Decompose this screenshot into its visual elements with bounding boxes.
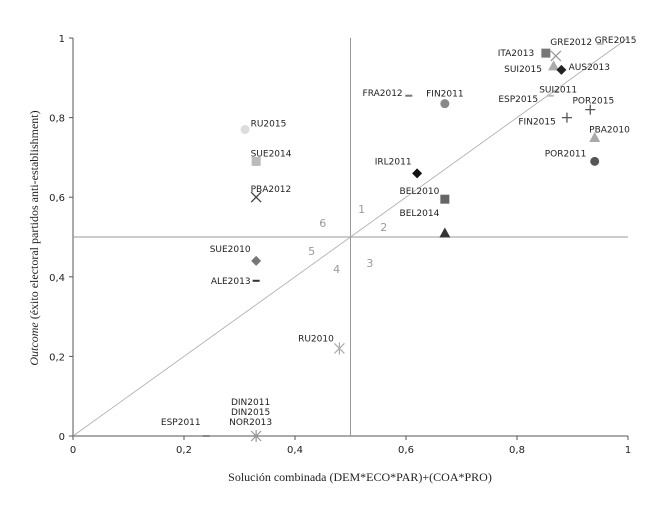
- data-point-star: [333, 342, 345, 355]
- data-point-label: SUI2011: [539, 86, 577, 96]
- x-axis-title: Solución combinada (DEM*ECO*PAR)+(COA*PR…: [228, 470, 492, 484]
- data-point-label: PBA2012: [251, 185, 292, 195]
- data-point-label: BEL2010: [400, 187, 440, 197]
- y-tick-label: 0,6: [49, 193, 65, 204]
- quadrant-number: 3: [366, 257, 373, 270]
- data-point-label: AUS2013: [569, 63, 610, 73]
- y-tick-label: 0,2: [49, 352, 65, 363]
- y-axis-title: Outcome (éxito electoral partidos anti-e…: [27, 110, 41, 365]
- data-point-label: SUI2015: [504, 65, 542, 75]
- data-point-dash: [405, 94, 413, 97]
- data-point-triangle: [589, 132, 601, 142]
- y-tick-label: 1: [59, 34, 65, 45]
- data-point-label: FIN2011: [426, 90, 463, 100]
- data-point-dash: [252, 279, 260, 282]
- data-point-dash: [202, 435, 210, 437]
- data-point-label: ITA2013: [498, 49, 535, 59]
- data-point-square: [251, 156, 261, 166]
- data-point-label: ESP2011: [161, 418, 201, 428]
- data-point-label: POR2015: [573, 96, 615, 106]
- quadrant-number: 2: [380, 221, 387, 234]
- data-point-triangle: [548, 60, 560, 71]
- data-point-label: PBA2010: [589, 126, 630, 136]
- y-tick-label: 0: [59, 432, 65, 443]
- data-point-dash: [596, 42, 604, 45]
- data-point-label: DIN2015: [231, 408, 270, 418]
- data-point-label: POR2011: [545, 149, 587, 159]
- quadrant-number: 6: [319, 217, 326, 230]
- data-point-triangle: [439, 227, 451, 238]
- x-tick-label: 0,6: [398, 445, 414, 456]
- data-point-label: RU2015: [251, 120, 287, 130]
- data-point-plus: [561, 112, 572, 123]
- data-point-label: GRE2015: [595, 36, 637, 46]
- data-point-diamond: [412, 168, 423, 179]
- data-point-label: SUE2014: [251, 149, 292, 159]
- quadrant-number: 1: [358, 203, 365, 216]
- data-point-label: FIN2015: [518, 118, 555, 128]
- data-point-label: IRL2011: [375, 157, 412, 167]
- data-point-diamond: [556, 64, 567, 75]
- y-axis-title-italic: Outcome: [27, 322, 41, 366]
- data-point-diamond: [251, 255, 262, 266]
- data-point-label: FRA2012: [363, 89, 403, 99]
- data-point-circle: [590, 156, 600, 166]
- data-point-label: BEL2014: [400, 209, 440, 219]
- data-point-x: [250, 191, 262, 203]
- data-point-label: ALE2013: [211, 277, 251, 287]
- data-point-dash: [552, 90, 560, 93]
- diagonal-line: [72, 37, 629, 437]
- data-point-star: [250, 430, 262, 442]
- x-tick-label: 0,4: [287, 445, 303, 456]
- quadrant-number: 5: [308, 245, 315, 258]
- data-point-square: [440, 194, 450, 204]
- data-point-circle: [440, 99, 450, 109]
- axes: 0 0,2 0,4 0,6 0,8 1 0 0,2 0,4 0,6 0,8 1 1 2 3 4 5 6: [49, 34, 631, 456]
- y-tick-label: 0,8: [49, 114, 65, 125]
- x-tick-label: 0,2: [176, 445, 192, 456]
- y-tick-label: 0,4: [49, 273, 65, 284]
- data-point-label: SUE2010: [210, 245, 251, 255]
- x-tick-label: 1: [625, 445, 631, 456]
- data-point-dash: [546, 94, 554, 97]
- data-point-circle: [240, 125, 250, 135]
- data-point-label: DIN2011: [231, 398, 270, 408]
- data-point-plus: [585, 104, 596, 115]
- data-point-label: GRE2012: [550, 38, 592, 48]
- data-point-square: [541, 48, 551, 58]
- x-tick-label: 0: [70, 445, 76, 456]
- data-point-label: ESP2015: [498, 95, 538, 105]
- y-axis-title-rest: (éxito electoral partidos anti-establish…: [27, 110, 41, 322]
- quadrant-number: 4: [333, 263, 340, 276]
- data-point-x: [550, 50, 562, 62]
- data-point-label: NOR2013: [229, 418, 272, 428]
- x-tick-label: 0,8: [509, 445, 525, 456]
- data-point-label: RU2010: [298, 334, 334, 344]
